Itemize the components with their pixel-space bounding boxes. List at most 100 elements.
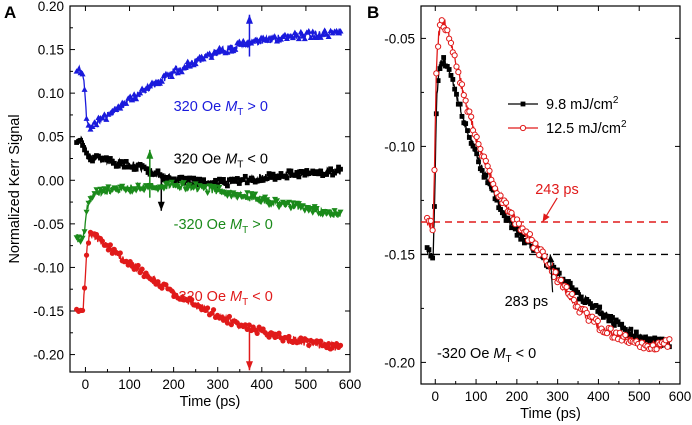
panel-a-series-2-point [185,178,191,183]
panel-b-series-2-point [429,227,436,234]
panel-a-series-4-point [169,288,175,294]
panel-a-series-1-point [240,37,247,44]
panel-a-series-1-point [281,31,288,38]
panel-b-series-2-point [622,331,629,339]
panel-a-series-4-point [246,322,252,328]
panel-b-series-2-point [497,192,504,199]
panel-a-series-1-point [133,95,140,102]
panel-a-y-tick-label: -0.20 [33,348,64,363]
panel-a-series-2-point [242,173,248,179]
panel-a-series-2-point [86,154,91,160]
panel-b-series-1-point [514,232,520,238]
panel-a-series-2-point [288,168,294,174]
panel-a-series-1-point [309,28,316,34]
panel-a-series-3-point [234,195,241,201]
panel-a-series-2-point [159,173,165,179]
panel-b-series-1-point [628,326,634,332]
panel-b-series-1-point [610,315,615,320]
panel-a-series-4-point [286,333,292,340]
panel-a-series-1-point [192,60,199,67]
panel-b-series-2-point [462,97,469,104]
panel-b-series-1-point [441,55,447,60]
panel-a-series-1-point [325,33,332,40]
panel-b-series-2-point [666,336,673,343]
panel-a-series-2-point [123,159,129,164]
panel-a-series-2-point [143,166,149,172]
panel-b-y-tick-label: -0.20 [384,355,415,370]
panel-a-series-4-point [127,258,133,265]
panel-a-series-3-point [319,212,326,218]
panel-b-series-2-point [431,166,438,174]
panel-a-series-4-point [189,296,195,303]
panel-b-series-1-point [619,321,625,327]
panel-a-series-2-point [300,169,306,174]
panel-a-x-axis-label: Time (ps) [180,394,241,410]
panel-a-series-4-point [306,342,312,348]
panel-a-series-2-point [328,166,333,172]
panel-a-series-2-point [292,173,298,178]
panel-a-series-3-point [264,197,271,203]
panel-a-series-1-label: 320 Oe MT > 0 [174,99,268,118]
panel-b-series-1-point [509,225,514,231]
panel-a-series-2-point [225,183,230,189]
panel-a-series-2-point [236,181,242,186]
panel-b-series-1-point [626,331,632,337]
panel-a-series-4-point [276,330,282,336]
panel-a-series-2-point [334,168,339,174]
panel-a-series-2-point [248,175,254,181]
panel-a-series-2-arrow-head [157,201,165,211]
panel-a-series-3-point [186,182,193,188]
panel-b-legend-marker-1 [520,101,526,107]
panel-a-series-4-point [242,322,248,328]
panel-b-legend-label-1: 9.8 mJ/cm2 [546,95,619,113]
panel-b-series-1-point [483,172,489,178]
panel-a-series-3-point [226,190,233,196]
panel-a-series-4-point [226,313,233,320]
panel-a-series-1-point [238,41,245,47]
panel-a-series-1-point [170,68,177,74]
panel-b-series-1-point [556,270,562,276]
panel-a-series-3-point [204,190,211,197]
panel-a-series-3-point [274,198,281,204]
panel-b-legend-label-2: 12.5 mJ/cm2 [546,119,627,137]
panel-a-series-2-point [270,171,276,177]
panel-b-annotation-2-arrowhead [547,254,555,263]
panel-a-x-tick-label: 200 [162,377,185,392]
panel-a-series-4-point [324,344,330,351]
panel-b-series-2-point [460,91,467,99]
panel-b-series-2-point [528,236,535,243]
panel-a-series-3-point [309,210,316,216]
panel-b-series-1-point [435,78,441,84]
panel-a-series-1-point [137,89,144,96]
panel-a-series-2-point [78,137,83,143]
panel-a-series-2-point [338,166,343,172]
panel-b-series-1-point [643,334,648,340]
panel-a-series-2-point [163,175,169,180]
panel-b-series-2-point [502,199,510,206]
panel-a-series-1-point [89,123,96,129]
panel-a-series-2-point [223,180,228,186]
panel-a-series-4-point [244,326,250,333]
panel-a-series-2-point [318,168,324,174]
panel-b-series-2-point [603,330,611,337]
panel-b-series-1-point [470,143,476,149]
panel-b-series-2-point [607,325,614,332]
panel-a-series-2-point [272,176,278,182]
panel-b-series-2-point [653,346,660,353]
panel-a-series-1-point [200,55,207,62]
panel-a-series-2-point [90,158,95,164]
panel-a-series-3-point [194,187,201,193]
panel-a-series-1-point [293,31,300,38]
panel-b-annotation-2: 283 ps [505,294,549,310]
panel-a-series-2-point [284,175,290,181]
panel-b-series-1-point [573,287,579,293]
panel-a-series-4-point [159,285,165,291]
panel-a-series-1-point [131,91,138,97]
panel-a-series-1-point [232,46,239,52]
panel-a-series-4-point [103,242,109,248]
panel-a-series-2-point [189,182,195,187]
panel-a-series-1-point [85,122,92,128]
panel-b-y-tick-label: -0.15 [384,247,415,262]
panel-b-x-tick-label: 300 [546,389,569,404]
panel-a-series-3-point [232,191,239,198]
